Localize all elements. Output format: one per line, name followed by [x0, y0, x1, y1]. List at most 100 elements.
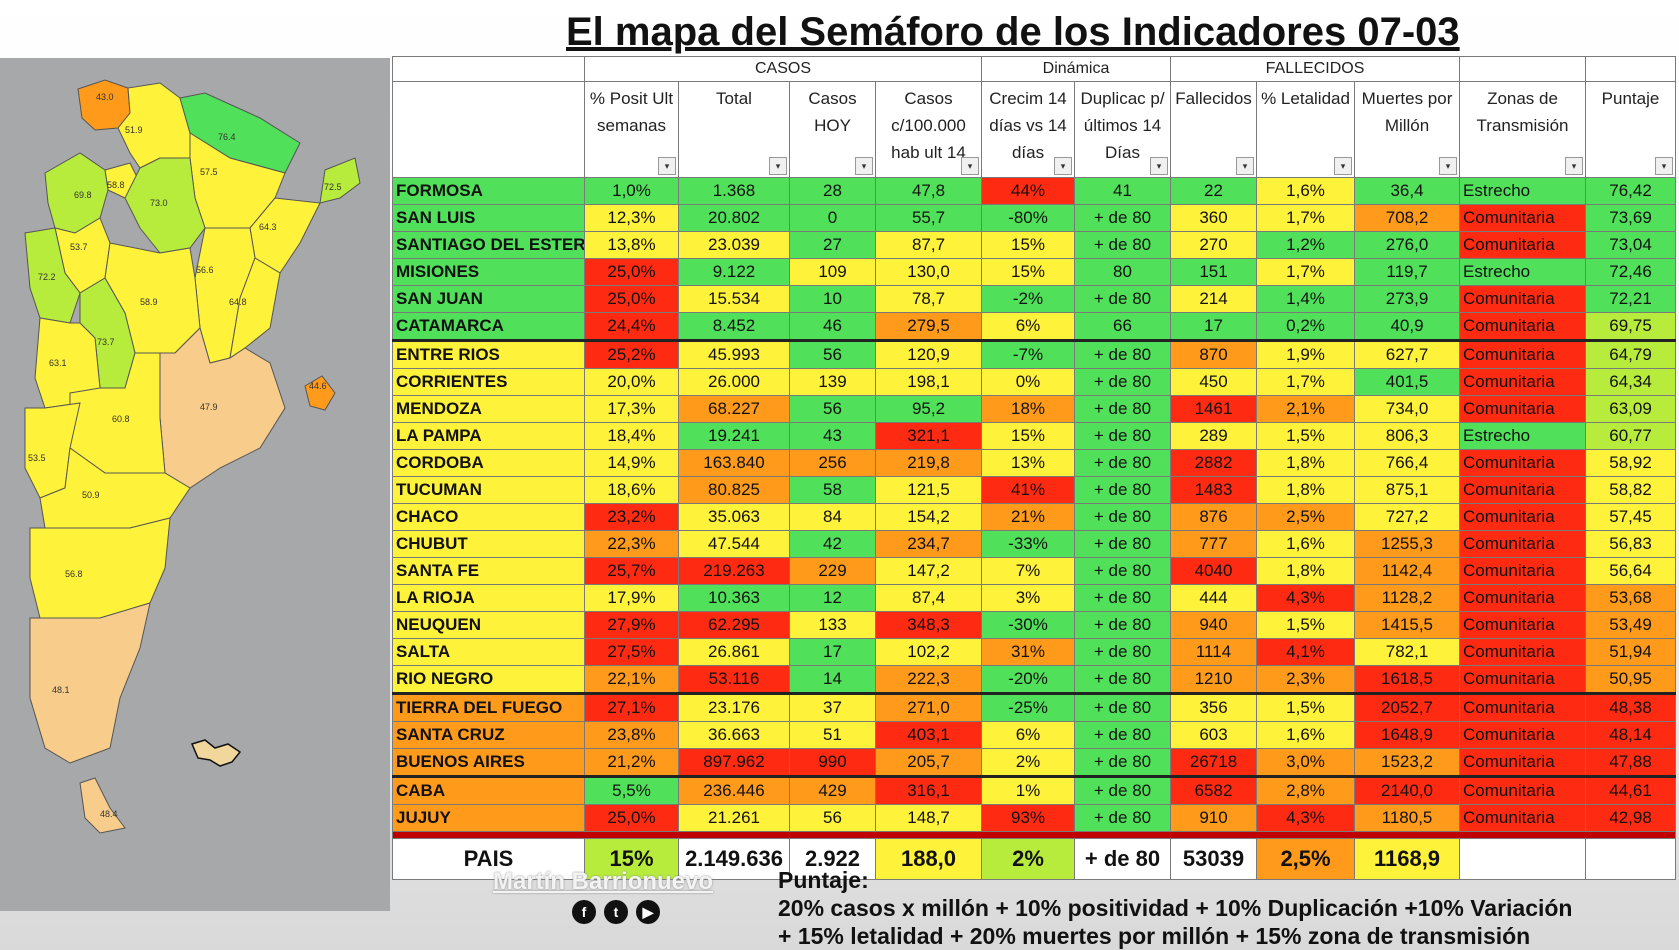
table-cell: + de 80 [1074, 775, 1172, 805]
table-cell: 147,2 [874, 557, 983, 585]
author-name: Martín Barrionuevo [493, 868, 714, 895]
table-cell: 15.534 [678, 285, 790, 313]
filter-dropdown-icon[interactable]: ▾ [1150, 157, 1169, 175]
table-cell: 1415,5 [1354, 611, 1461, 639]
filter-dropdown-icon[interactable]: ▾ [1334, 157, 1353, 175]
province-cell: NEUQUEN [392, 611, 585, 639]
table-cell: 10 [789, 285, 876, 313]
table-cell: 2,1% [1256, 395, 1356, 423]
filter-dropdown-icon[interactable]: ▾ [961, 157, 980, 175]
table-cell: 44% [981, 177, 1076, 205]
formula-label: Puntaje: [778, 867, 869, 893]
table-cell: 26.861 [678, 638, 790, 666]
filter-dropdown-icon[interactable]: ▾ [1439, 157, 1458, 175]
map-province-santiago [124, 157, 206, 254]
table-cell: 80 [1074, 258, 1172, 286]
filter-dropdown-icon[interactable]: ▾ [1236, 157, 1255, 175]
table-cell: 17,3% [584, 395, 679, 423]
column-header-row: % Posit Ult semanas ▾ Total ▾ Casos HOY ▾ Caso… [392, 81, 1677, 178]
table-cell: 1% [981, 775, 1076, 805]
filter-dropdown-icon[interactable]: ▾ [769, 157, 787, 175]
youtube-icon[interactable]: ▶ [636, 900, 660, 924]
map-value-label: 56.6 [196, 265, 214, 275]
table-cell: 236.446 [678, 775, 790, 805]
table-cell: 43 [789, 422, 876, 450]
table-cell: 4,3% [1256, 584, 1356, 612]
table-cell: 53.116 [678, 665, 790, 694]
map-malvinas-islands [190, 739, 242, 767]
table-cell: 603 [1170, 721, 1258, 749]
table-cell: + de 80 [1074, 204, 1172, 232]
table-cell: 870 [1170, 339, 1258, 369]
filter-dropdown-icon[interactable]: ▾ [1054, 157, 1073, 175]
table-cell: 68.227 [678, 395, 790, 423]
map-value-label: 44.6 [309, 381, 327, 391]
table-row: TIERRA DEL FUEGO 27,1% 23.176 37 271,0 -25% + … [392, 692, 1677, 722]
table-cell: 897.962 [678, 748, 790, 777]
filter-dropdown-icon[interactable]: ▾ [855, 157, 873, 175]
province-cell: SANTA FE [392, 557, 585, 585]
filter-dropdown-icon[interactable]: ▾ [1655, 157, 1674, 175]
column-header-label: Fallecidos [1175, 89, 1252, 108]
table-row: LA RIOJA 17,9% 10.363 12 87,4 3% + de 80 444 4,3… [392, 584, 1677, 612]
table-cell: 56 [789, 395, 876, 423]
twitter-icon[interactable]: t [604, 900, 628, 924]
map-value-label: 53.7 [70, 242, 88, 252]
table-cell: 401,5 [1354, 368, 1461, 396]
column-header: Casos c/100.000 hab ult 14 ▾ [874, 81, 983, 178]
table-cell: 0 [789, 204, 876, 232]
table-cell: 2052,7 [1354, 692, 1461, 722]
table-cell: 708,2 [1354, 204, 1461, 232]
zone-cell: Comunitaria [1459, 503, 1587, 531]
column-header-label: Casos c/100.000 hab ult 14 [891, 89, 966, 162]
table-cell: 56,83 [1585, 530, 1677, 558]
table-row: BUENOS AIRES 21,2% 897.962 990 205,7 2% + de 8… [392, 748, 1677, 777]
table-cell: 1,5% [1256, 692, 1356, 722]
table-cell: 36,4 [1354, 177, 1461, 205]
column-header-label: Puntaje [1601, 89, 1660, 108]
column-header-label: % Letalidad [1261, 89, 1350, 108]
zone-cell: Comunitaria [1459, 611, 1587, 639]
map-value-label: 53.5 [28, 453, 46, 463]
table-cell: 22,3% [584, 530, 679, 558]
table-cell: 40,9 [1354, 312, 1461, 341]
table-cell: 22 [1170, 177, 1258, 205]
table-cell: 27,9% [584, 611, 679, 639]
table-cell: 23,2% [584, 503, 679, 531]
filter-dropdown-icon[interactable]: ▾ [1565, 157, 1584, 175]
map-value-label: 63.1 [49, 358, 67, 368]
table-cell: 23.176 [678, 692, 790, 722]
table-cell: 72,46 [1585, 258, 1677, 286]
zone-cell: Comunitaria [1459, 748, 1587, 777]
table-cell: 58,92 [1585, 449, 1677, 477]
province-cell: JUJUY [392, 804, 585, 832]
table-cell: 234,7 [874, 530, 983, 558]
table-cell: 990 [789, 748, 876, 777]
table-cell: 1,5% [1256, 422, 1356, 450]
map-value-label: 48.4 [100, 809, 118, 819]
table-cell: 42 [789, 530, 876, 558]
page-title: El mapa del Semáforo de los Indicadores … [566, 10, 1460, 54]
table-cell: 1,9% [1256, 339, 1356, 369]
table-cell: 15% [981, 422, 1076, 450]
province-cell: SAN JUAN [392, 285, 585, 313]
zone-cell: Comunitaria [1459, 557, 1587, 585]
table-cell: 36.663 [678, 721, 790, 749]
table-cell: 1618,5 [1354, 665, 1461, 694]
table-cell: 1483 [1170, 476, 1258, 504]
table-cell: 56 [789, 804, 876, 832]
province-cell: CABA [392, 775, 585, 805]
zone-cell: Comunitaria [1459, 775, 1587, 805]
filter-dropdown-icon[interactable]: ▾ [658, 157, 676, 175]
table-cell: 1114 [1170, 638, 1258, 666]
table-cell: 25,2% [584, 339, 679, 369]
table-cell: 21% [981, 503, 1076, 531]
map-value-label: 64.8 [229, 297, 247, 307]
table-cell: 1,8% [1256, 557, 1356, 585]
table-cell: 940 [1170, 611, 1258, 639]
facebook-icon[interactable]: f [572, 900, 596, 924]
table-cell: 41% [981, 476, 1076, 504]
table-cell: 3,0% [1256, 748, 1356, 777]
table-cell: 316,1 [874, 775, 983, 805]
table-cell: 1,6% [1256, 177, 1356, 205]
